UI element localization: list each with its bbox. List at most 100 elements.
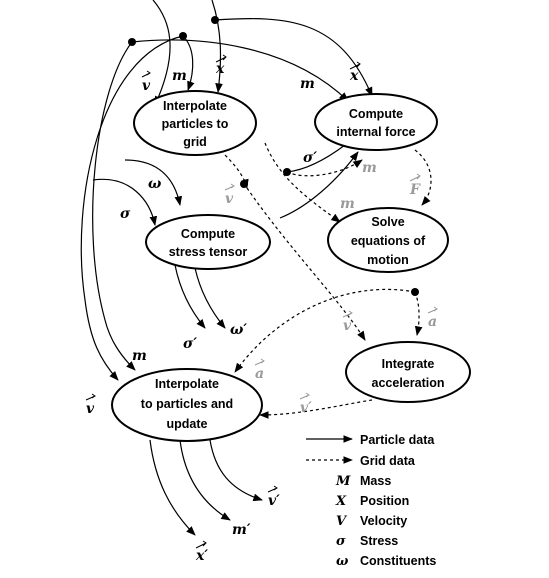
label-v-grid-integrate: v [343,318,352,334]
node-interp-grid-line2: particles to [162,117,229,131]
svg-text:grid: grid [183,135,207,149]
node-solve-line3: motion [367,253,409,267]
label-v-grid: v [225,191,234,207]
svg-text:particles to: particles to [162,117,229,131]
label-sigma-out-force: σ′ [303,150,317,166]
svg-text:to particles and: to particles and [141,397,233,411]
edge-omega-out-stress [194,267,226,329]
svg-text:Compute: Compute [181,227,235,241]
node-solve-line1: Solve [371,215,404,229]
edge-m-to-interp-grid [182,35,195,91]
edge-x-out [149,439,196,536]
label-m-grid-solve: m [340,196,355,212]
legend-label-mass: Mass [360,474,391,488]
svg-text:Solve: Solve [371,215,404,229]
edge-m-grid-to-force [286,159,363,177]
edge-a-to-integrate [414,291,423,336]
node-interp-grid: Interpolate particles to grid [133,90,257,156]
label-omega-in: ω [148,176,162,192]
vec-arrow-v-grid-integrate [342,310,353,318]
label-m-in-force: m [300,76,315,92]
node-integrate-line2: acceleration [372,376,445,390]
svg-text:acceleration: acceleration [372,376,445,390]
edge-a-to-update [234,288,416,373]
legend-label-stress: Stress [360,534,398,548]
edge-v-grid-to-integrate [246,187,366,341]
legend-symbol-constituents: ω [336,554,349,569]
edge-m-out [179,439,231,521]
edge-v-to-interp-particles [80,35,184,381]
node-solve-line2: equations of [351,234,426,248]
label-omega-out: ω′ [230,322,247,338]
legend-symbol-position: X [335,494,347,509]
label-sigma-in: σ [120,206,131,222]
label-v-in: v [142,78,151,94]
legend: Particle data Grid data M Mass X Positio… [306,433,436,569]
legend-symbol-stress: σ [336,534,346,549]
legend-symbol-velocity: V [336,514,348,529]
vec-arrow-v-out [267,485,278,493]
edge-sigma-out-stress [174,264,206,329]
edge-x-to-interp-grid [211,0,223,93]
vec-arrow-x-out [195,540,207,549]
label-x-in-grid: x [215,61,225,77]
vec-arrow-f-grid [409,173,421,182]
node-solve: Solve equations of motion [327,207,449,273]
svg-text:internal force: internal force [336,125,415,139]
node-internal-force: Compute internal force [314,93,438,151]
particle-edge-labels: v m x m x σ′ ω σ σ′ ω′ m v v′ m′ x′ [85,54,361,564]
node-internal-force-line2: internal force [336,125,415,139]
label-a-grid-update: a [255,366,264,382]
vec-arrow-v-grid-update [299,392,310,400]
svg-text:Integrate: Integrate [382,357,435,371]
edge-m-to-interp-particles [92,41,136,371]
vec-arrow-a-grid-update [254,358,265,366]
legend-label-velocity: Velocity [360,514,407,528]
edge-x-to-internal-force [214,18,373,97]
legend-label-constituents: Constituents [360,554,436,568]
node-interp-grid-line1: Interpolate [163,99,227,113]
label-v-out: v′ [268,493,280,509]
legend-symbol-mass: M [335,474,351,489]
label-x-in-force: x [349,68,359,84]
svg-text:motion: motion [367,253,409,267]
node-interp-particles-line3: update [167,417,208,431]
svg-text:stress tensor: stress tensor [169,245,248,259]
vec-arrow-x-grid [215,54,227,63]
svg-text:equations of: equations of [351,234,426,248]
label-v-in-update: v [86,401,95,417]
node-stress-line1: Compute [181,227,235,241]
label-v-grid-update: v′ [300,400,312,416]
edge-sigma-to-stress [92,178,158,226]
node-interp-particles-line2: to particles and [141,397,233,411]
branch-dots [128,16,419,296]
legend-particle-label: Particle data [360,433,435,447]
node-interp-particles-line1: Interpolate [155,377,219,391]
label-m-grid-force: m [362,160,377,176]
grid-edge-labels: m v m F v a a v′ [224,160,438,416]
edge-omega-to-stress [124,159,183,206]
particle-data-edges [80,0,373,536]
vec-arrow-a-grid-integrate [427,306,438,314]
node-internal-force-line1: Compute [349,107,403,121]
label-f-grid: F [409,182,421,198]
edge-v-prime-to-update [259,399,373,419]
edge-v-to-interp-grid [152,0,171,106]
node-integrate-line1: Integrate [382,357,435,371]
edge-interp-to-solve-m [264,142,341,223]
node-stress: Compute stress tensor [145,214,271,270]
legend-label-position: Position [360,494,409,508]
label-m-in-grid: m [172,68,187,84]
edge-f-to-solve [414,149,432,206]
node-interp-grid-line3: grid [183,135,207,149]
vec-arrow-x-force [349,61,361,70]
vec-arrow-v-update [85,393,96,401]
svg-text:Interpolate: Interpolate [155,377,219,391]
edge-sigma-out-force [286,144,346,173]
edge-m-to-internal-force [131,39,349,102]
edge-v-out [209,439,263,502]
node-stress-line2: stress tensor [169,245,248,259]
label-x-out: x′ [195,548,208,564]
legend-grid-label: Grid data [360,454,416,468]
